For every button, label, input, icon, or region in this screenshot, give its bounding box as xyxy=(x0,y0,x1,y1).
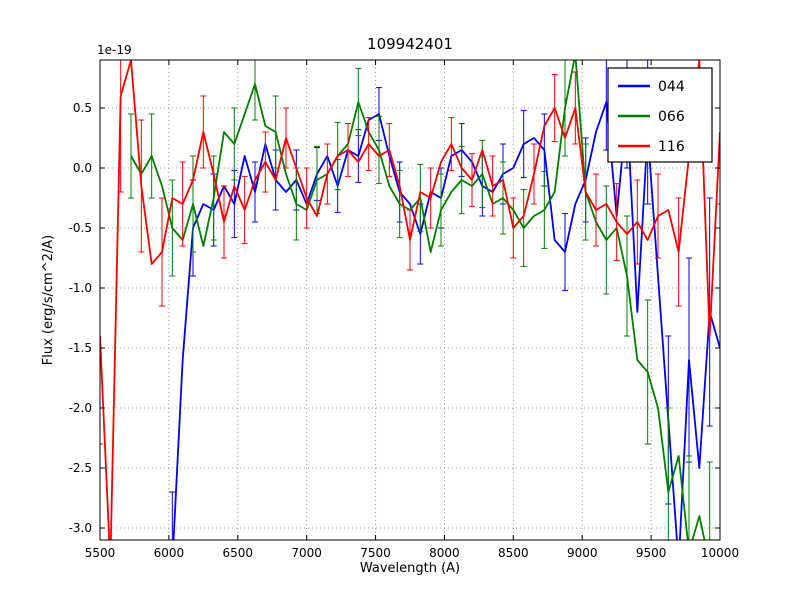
y-tick-label: -1.5 xyxy=(69,341,92,355)
chart-title: 109942401 xyxy=(367,35,453,53)
y-tick-label: -2.5 xyxy=(69,461,92,475)
y-tick-label: -1.0 xyxy=(69,281,92,295)
x-tick-label: 6000 xyxy=(154,546,185,560)
x-tick-label: 8000 xyxy=(429,546,460,560)
y-tick-label: -0.5 xyxy=(69,221,92,235)
legend-label-116: 116 xyxy=(658,139,685,155)
y-axis-label: Flux (erg/s/cm^2/A) xyxy=(41,235,56,365)
x-tick-label: 10000 xyxy=(701,546,739,560)
series-line-066 xyxy=(130,60,720,540)
y-tick-label: -2.0 xyxy=(69,401,92,415)
legend-label-044: 044 xyxy=(658,79,685,95)
x-tick-label: 6500 xyxy=(223,546,254,560)
axis-ticks xyxy=(99,60,721,540)
plot-content: 5500 6000 6500 7000 7500 8000 8500 9000 9500 1000… xyxy=(69,59,740,560)
y-offset-label: 1e-19 xyxy=(97,43,132,57)
x-tick-label: 9000 xyxy=(567,546,598,560)
x-tick-label: 8500 xyxy=(498,546,529,560)
x-tick-label: 7000 xyxy=(291,546,322,560)
series-line-044 xyxy=(172,101,720,540)
x-tick-label: 7500 xyxy=(360,546,391,560)
x-tick-label: 5500 xyxy=(85,546,116,560)
legend-label-066: 066 xyxy=(658,109,685,125)
axes-frame xyxy=(99,59,721,541)
y-tick-label: 0.5 xyxy=(73,101,92,115)
tick-labels: 5500 6000 6500 7000 7500 8000 8500 9000 9500 1000… xyxy=(69,101,740,560)
y-tick-label: -3.0 xyxy=(69,521,92,535)
x-tick-label: 9500 xyxy=(636,546,667,560)
series-line-116 xyxy=(100,60,720,540)
series-layer xyxy=(100,60,720,540)
series-116 xyxy=(100,60,720,540)
x-axis-label: Wavelength (A) xyxy=(360,561,460,576)
error-bars-116 xyxy=(100,60,720,445)
y-tick-label: 0.0 xyxy=(73,161,92,175)
